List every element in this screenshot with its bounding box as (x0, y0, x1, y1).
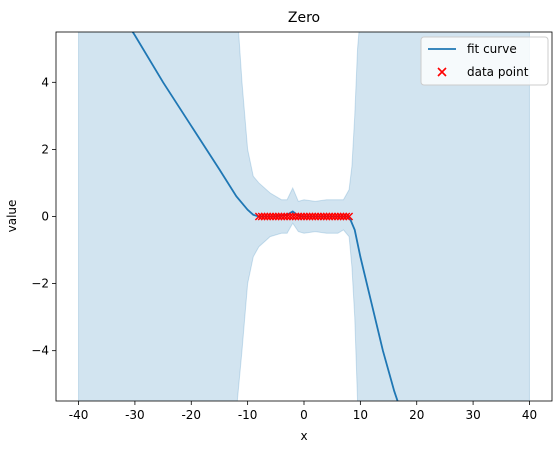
x-tick-label: -30 (125, 408, 145, 422)
legend-label: data point (467, 65, 529, 79)
y-tick-label: 0 (41, 210, 49, 224)
legend-label: fit curve (467, 42, 517, 56)
chart-title: Zero (288, 10, 320, 26)
x-tick-label: -10 (238, 408, 258, 422)
x-tick-label: -20 (181, 408, 201, 422)
x-tick-label: 30 (465, 408, 480, 422)
legend-marker (437, 67, 447, 77)
y-tick-label: −2 (31, 277, 49, 291)
y-tick-label: −4 (31, 344, 49, 358)
x-tick-label: 40 (522, 408, 537, 422)
x-tick-label: -40 (69, 408, 89, 422)
y-axis-label: value (5, 200, 19, 233)
x-tick-label: 10 (353, 408, 368, 422)
y-tick-label: 4 (41, 75, 49, 89)
x-axis-label: x (300, 429, 307, 443)
x-tick-label: 0 (300, 408, 308, 422)
x-tick-label: 20 (409, 408, 424, 422)
data-point (342, 212, 351, 221)
y-tick-label: 2 (41, 142, 49, 156)
data-point (345, 212, 354, 221)
plot-area (78, 32, 530, 401)
